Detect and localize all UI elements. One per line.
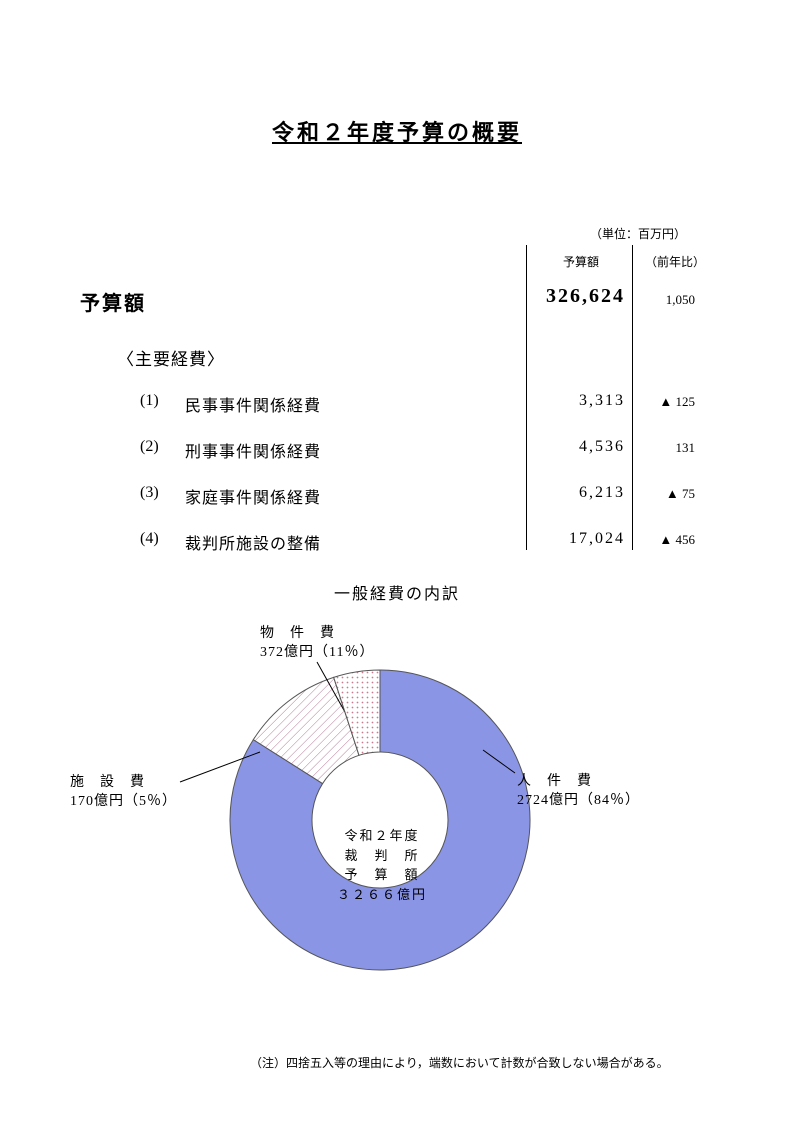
item-change-2: 131 — [640, 440, 695, 456]
item-num-2: (2) — [140, 438, 175, 456]
item-name-2: 刑事事件関係経費 — [185, 438, 321, 462]
item-name-3: 家庭事件関係経費 — [185, 484, 321, 508]
col-header-budget: 予算額 — [563, 253, 599, 270]
callout-title-personnel: 人 件 費 — [517, 773, 640, 792]
callout-title-goods: 物 件 費 — [260, 625, 374, 644]
item-change-3: ▲ 75 — [640, 486, 695, 502]
center-line-2: 予 算 額 — [322, 865, 442, 885]
center-line-3: ３２６６億円 — [322, 885, 442, 905]
item-change-4: ▲ 456 — [640, 532, 695, 548]
total-change: 1,050 — [640, 292, 695, 308]
total-amount: 326,624 — [530, 285, 625, 308]
col-header-change: （前年比） — [645, 253, 705, 270]
callout-personnel: 人 件 費2724億円（84％） — [517, 773, 640, 811]
item-name-4: 裁判所施設の整備 — [185, 530, 321, 554]
callout-sub-personnel: 2724億円（84％） — [517, 792, 640, 811]
callout-sub-facility: 170億円（5％） — [70, 793, 177, 812]
item-amount-1: 3,313 — [530, 392, 625, 410]
item-num-4: (4) — [140, 530, 175, 548]
footnote: （注）四捨五入等の理由により，端数において計数が合致しない場合がある。 — [250, 1054, 669, 1071]
callout-title-facility: 施 設 費 — [70, 774, 177, 793]
item-amount-4: 17,024 — [530, 530, 625, 548]
callout-sub-goods: 372億円（11％） — [260, 644, 374, 663]
sub-heading: 〈主要経費〉 — [117, 345, 225, 370]
center-line-0: 令和２年度 — [322, 826, 442, 846]
chart-title: 一般経費の内訳 — [0, 580, 794, 604]
callout-facility: 施 設 費170億円（5％） — [70, 774, 177, 812]
item-name-1: 民事事件関係経費 — [185, 392, 321, 416]
table-vline-1 — [526, 245, 527, 550]
center-line-1: 裁 判 所 — [322, 846, 442, 866]
item-amount-2: 4,536 — [530, 438, 625, 456]
item-change-1: ▲ 125 — [640, 394, 695, 410]
item-num-1: (1) — [140, 392, 175, 410]
item-num-3: (3) — [140, 484, 175, 502]
donut-center-label: 令和２年度裁 判 所予 算 額３２６６億円 — [322, 826, 442, 904]
item-amount-3: 6,213 — [530, 484, 625, 502]
page-title: 令和２年度予算の概要 — [0, 115, 794, 147]
unit-label: （単位：百万円） — [590, 225, 686, 242]
callout-goods: 物 件 費372億円（11％） — [260, 625, 374, 663]
total-label: 予算額 — [80, 287, 146, 316]
table-vline-2 — [632, 245, 633, 550]
